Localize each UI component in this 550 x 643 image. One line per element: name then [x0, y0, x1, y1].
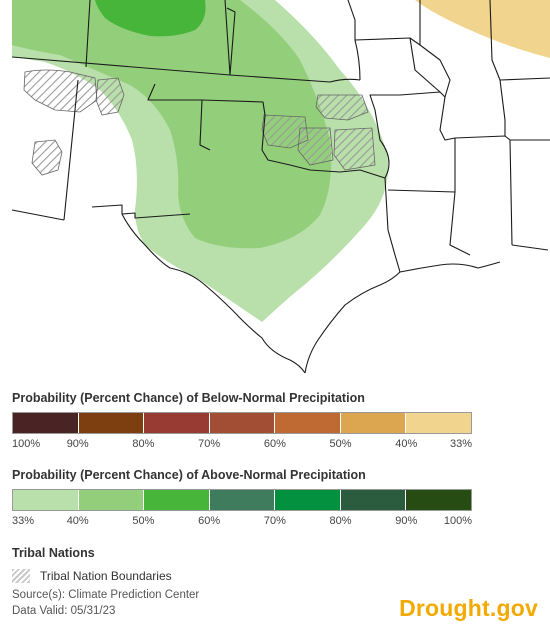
- below-normal-33-area: [415, 0, 550, 58]
- above-tick-label: 90%: [395, 515, 418, 527]
- below-tick-label: 50%: [329, 438, 352, 450]
- tribal-legend-row: Tribal Nation Boundaries: [12, 569, 172, 583]
- above-normal-50-area: [95, 0, 206, 37]
- below-normal-tick-labels: 100% 90% 80% 70% 60% 50% 40% 33%: [0, 438, 480, 452]
- below-swatch-5: [340, 413, 407, 433]
- tribal-nations-title: Tribal Nations: [12, 546, 95, 560]
- above-tick-label: 70%: [263, 515, 286, 527]
- above-normal-legend-title: Probability (Percent Chance) of Above-No…: [12, 468, 366, 482]
- drought-gov-logo[interactable]: Drought.gov: [399, 595, 538, 621]
- precipitation-outlook-map: [11, 0, 550, 374]
- below-swatch-2: [144, 413, 210, 433]
- below-tick-label: 90%: [66, 438, 89, 450]
- below-swatch-6: [406, 413, 472, 433]
- below-swatch-1: [78, 413, 145, 433]
- below-tick-label: 33%: [449, 438, 472, 450]
- below-normal-color-scale: [12, 412, 472, 434]
- below-tick-label: 80%: [132, 438, 155, 450]
- below-normal-legend-title: Probability (Percent Chance) of Below-No…: [12, 391, 365, 405]
- above-swatch-3: [209, 490, 276, 510]
- hatch-swatch-icon: [12, 569, 30, 583]
- above-tick-label: 100%: [443, 515, 472, 527]
- data-valid-text: Data Valid: 05/31/23: [12, 605, 116, 617]
- above-swatch-1: [78, 490, 145, 510]
- above-tick-label: 50%: [132, 515, 155, 527]
- above-swatch-4: [275, 490, 341, 510]
- tribal-legend-label: Tribal Nation Boundaries: [40, 569, 172, 583]
- below-swatch-0: [13, 413, 79, 433]
- below-tick-label: 40%: [395, 438, 418, 450]
- below-swatch-4: [275, 413, 341, 433]
- above-swatch-2: [144, 490, 210, 510]
- state-borders: [11, 0, 550, 374]
- above-normal-tick-labels: 33% 40% 50% 60% 70% 80% 90% 100%: [0, 515, 480, 529]
- below-tick-label: 100%: [12, 438, 41, 450]
- below-tick-label: 60%: [263, 438, 286, 450]
- above-tick-label: 33%: [12, 515, 35, 527]
- below-swatch-3: [209, 413, 276, 433]
- above-normal-color-scale: [12, 489, 472, 511]
- above-tick-label: 60%: [198, 515, 221, 527]
- source-text: Source(s): Climate Prediction Center: [12, 589, 200, 601]
- above-normal-40-area: [12, 0, 332, 249]
- tribal-boundaries: [23, 69, 376, 176]
- below-tick-label: 70%: [198, 438, 221, 450]
- above-tick-label: 80%: [329, 515, 352, 527]
- above-tick-label: 40%: [66, 515, 89, 527]
- above-swatch-6: [406, 490, 472, 510]
- above-swatch-5: [340, 490, 407, 510]
- above-swatch-0: [13, 490, 79, 510]
